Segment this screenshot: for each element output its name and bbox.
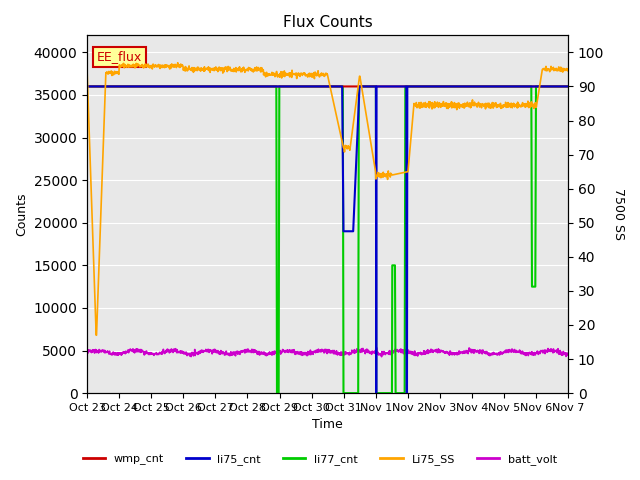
Legend: wmp_cnt, li75_cnt, li77_cnt, Li75_SS, batt_volt: wmp_cnt, li75_cnt, li77_cnt, Li75_SS, ba… <box>78 450 562 469</box>
Y-axis label: Counts: Counts <box>15 192 28 236</box>
Title: Flux Counts: Flux Counts <box>283 15 372 30</box>
Y-axis label: 7500 SS: 7500 SS <box>612 188 625 240</box>
Text: EE_flux: EE_flux <box>97 50 142 63</box>
X-axis label: Time: Time <box>312 419 343 432</box>
